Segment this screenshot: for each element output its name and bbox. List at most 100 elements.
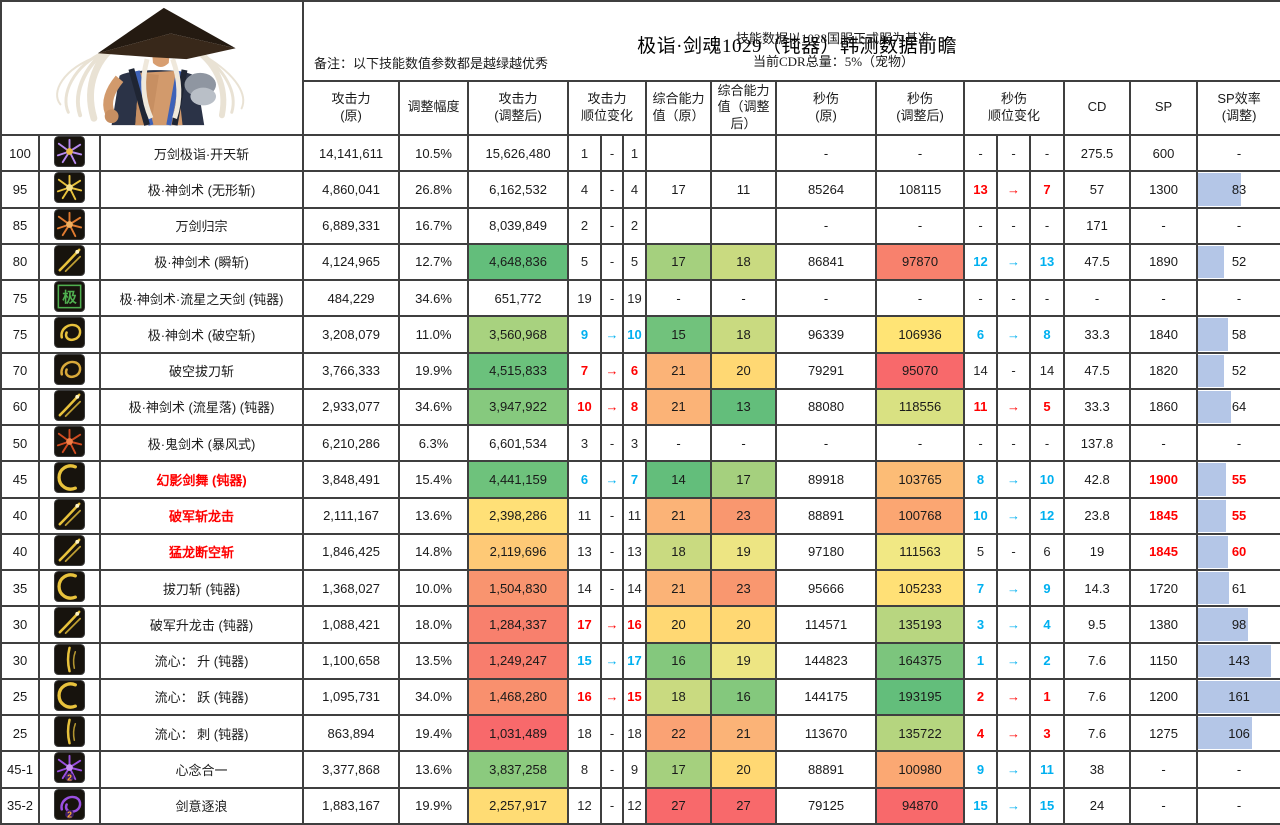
adjust-pct-cell: 12.7%: [398, 242, 470, 282]
sp-efficiency-cell: 58: [1196, 315, 1280, 354]
skill-icon: 2: [54, 753, 85, 784]
adjust-pct-cell: 34.6%: [398, 387, 470, 427]
skill-icon: [54, 173, 85, 204]
col-header-sp-efficiency: SP效率 (调整): [1196, 79, 1280, 137]
atk-orig-cell: 1,368,027: [302, 568, 401, 608]
atk-rank-from: 4: [567, 170, 603, 209]
atk-orig-cell: 3,766,333: [302, 351, 401, 390]
dps-rank-to: 8: [1029, 315, 1066, 354]
dps-rank-arrow: -: [996, 278, 1032, 318]
cd-cell: 47.5: [1063, 351, 1132, 390]
dps-rank-from: 15: [963, 786, 999, 825]
comp-orig-cell: 17: [645, 750, 713, 789]
sp-cell: 1820: [1129, 351, 1199, 390]
skill-name-cell: 极·神剑术 (破空斩): [98, 315, 305, 354]
skill-icon: 极: [54, 282, 85, 313]
sp-efficiency-value: 161: [1228, 689, 1250, 705]
skill-name-cell: 万剑归宗: [98, 206, 305, 245]
atk-rank-from: 14: [567, 568, 603, 608]
sp-efficiency-cell: 64: [1196, 387, 1280, 427]
comp-orig-cell: 21: [645, 568, 713, 608]
skill-row: 85 万剑归宗 6,889,331 16.7% 8,039,849 2-2- - - - -17…: [0, 206, 1280, 245]
dps-adjusted-cell: -: [875, 206, 966, 245]
dps-rank-to: 2: [1029, 641, 1066, 680]
skill-row: 75 极·神剑术 (破空斩) 3,208,079 11.0% 3,560,968 9 → 1…: [0, 315, 1280, 354]
skill-name-cell: 破军升龙击 (钝器): [98, 605, 305, 644]
skill-name-cell: 拔刀斩 (钝器): [98, 568, 305, 608]
sp-cell: -: [1129, 278, 1199, 318]
adjust-pct-cell: 18.0%: [398, 605, 470, 644]
atk-orig-cell: 2,933,077: [302, 387, 401, 427]
skill-icon: [54, 427, 85, 458]
atk-orig-cell: 484,229: [302, 278, 401, 318]
atk-rank-to: 3: [622, 423, 648, 463]
sp-efficiency-bar: [1199, 318, 1228, 351]
cd-cell: 7.6: [1063, 641, 1132, 680]
dps-rank-to: 1: [1029, 677, 1066, 717]
comp-orig-cell: 15: [645, 315, 713, 354]
sp-efficiency-bar: [1199, 535, 1229, 568]
sp-efficiency-cell: -: [1196, 750, 1280, 789]
dps-rank-from: -: [963, 423, 999, 463]
skill-icon: [54, 390, 85, 421]
level-cell: 75: [0, 278, 40, 318]
atk-orig-cell: 3,377,868: [302, 750, 401, 789]
comp-orig-cell: 22: [645, 713, 713, 753]
atk-orig-cell: 1,095,731: [302, 677, 401, 717]
atk-orig-cell: 863,894: [302, 713, 401, 753]
atk-rank-to: 14: [622, 568, 648, 608]
sp-efficiency-bar: [1199, 499, 1226, 532]
dps-rank-arrow: →: [996, 750, 1032, 789]
comp-adjusted-cell: -: [710, 423, 778, 463]
col-header-atk-orig: 攻击力 (原): [302, 79, 401, 137]
adjust-pct-cell: 34.6%: [398, 278, 470, 318]
dps-rank-arrow: →: [996, 641, 1032, 680]
dps-rank-from: 6: [963, 315, 999, 354]
comp-orig-cell: 27: [645, 786, 713, 825]
skill-icon: [54, 572, 85, 603]
comp-orig-cell: -: [645, 278, 713, 318]
comp-adjusted-cell: 18: [710, 315, 778, 354]
dps-rank-to: 13: [1029, 242, 1066, 282]
sp-efficiency-value: 55: [1231, 471, 1247, 487]
skill-name-cell: 流心： 升 (钝器): [98, 641, 305, 680]
level-cell: 35-2: [0, 786, 40, 825]
level-cell: 80: [0, 242, 40, 282]
comp-adjusted-cell: 19: [710, 532, 778, 572]
skill-row: 25 流心： 跃 (钝器) 1,095,731 34.0% 1,468,280 16 → 1…: [0, 677, 1280, 717]
cd-cell: 19: [1063, 532, 1132, 572]
dps-rank-to: 3: [1029, 713, 1066, 753]
dps-adjusted-cell: 105233: [875, 568, 966, 608]
comp-orig-cell: -: [645, 423, 713, 463]
skill-row: 70 破空拔刀斩 3,766,333 19.9% 4,515,833 7 → 6 21 20 79…: [0, 351, 1280, 390]
atk-rank-arrow: →: [600, 387, 625, 427]
atk-rank-arrow: -: [600, 750, 625, 789]
skill-name-cell: 流心： 刺 (钝器): [98, 713, 305, 753]
atk-adjusted-cell: 2,398,286: [467, 496, 570, 535]
sp-efficiency-cell: 98: [1196, 605, 1280, 644]
dps-orig-cell: 79125: [775, 786, 878, 825]
atk-orig-cell: 2,111,167: [302, 496, 401, 535]
skill-row: 25 流心： 刺 (钝器) 863,894 19.4% 1,031,489 18-18 2…: [0, 713, 1280, 753]
skill-icon-cell: [38, 496, 101, 535]
atk-rank-to: 11: [622, 496, 648, 535]
skill-row: 95 极·神剑术 (无形斩) 4,860,041 26.8% 6,162,532 4-4…: [0, 170, 1280, 209]
skill-row: 60 极·神剑术 (流星落) (钝器) 2,933,077 34.6% 3,947,9…: [0, 387, 1280, 427]
dps-rank-to: 11: [1029, 750, 1066, 789]
skill-icon: [54, 463, 85, 494]
comp-adjusted-cell: 20: [710, 351, 778, 390]
sp-efficiency-value: 106: [1228, 725, 1250, 741]
adjust-pct-cell: 13.5%: [398, 641, 470, 680]
comp-orig-cell: 17: [645, 242, 713, 282]
skill-icon-cell: 2: [38, 750, 101, 789]
dps-rank-to: 5: [1029, 387, 1066, 427]
skill-icon-cell: [38, 206, 101, 245]
skill-icon: [54, 318, 85, 349]
dps-rank-from: -: [963, 278, 999, 318]
dps-rank-from: 1: [963, 641, 999, 680]
skill-row: 35-2 2 剑意逐浪 1,883,167 19.9% 2,257,917 12-12 27…: [0, 786, 1280, 825]
sp-cell: -: [1129, 206, 1199, 245]
dps-adjusted-cell: 108115: [875, 170, 966, 209]
sp-efficiency-value: -: [1236, 218, 1242, 234]
